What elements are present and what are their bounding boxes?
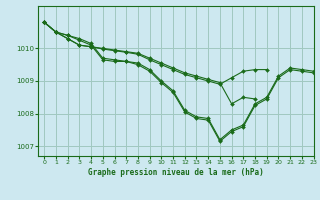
X-axis label: Graphe pression niveau de la mer (hPa): Graphe pression niveau de la mer (hPa) (88, 168, 264, 177)
